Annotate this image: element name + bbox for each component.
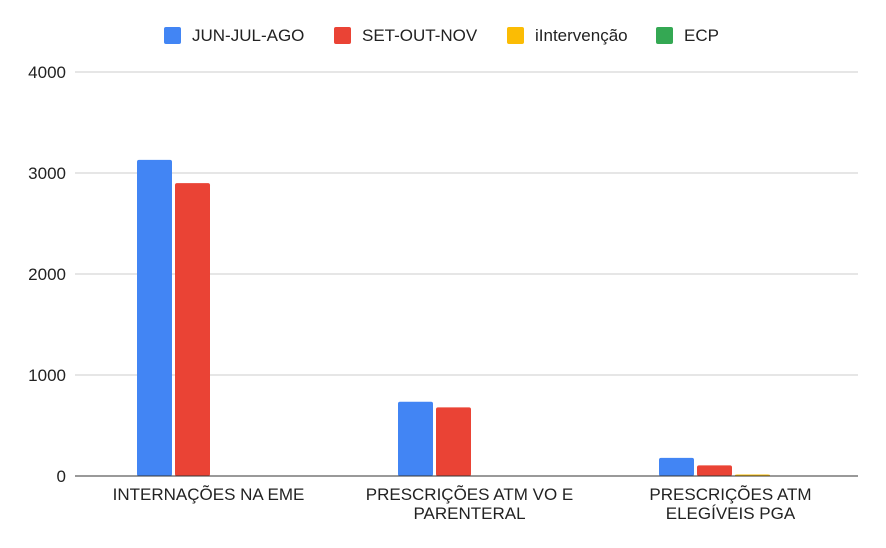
legend-swatch	[507, 27, 524, 44]
x-category-label: PRESCRIÇÕES ATM	[649, 485, 811, 504]
bar	[137, 159, 172, 476]
legend-item: ECP	[656, 26, 719, 45]
bars	[137, 159, 770, 476]
x-category-label: ELEGÍVEIS PGA	[666, 504, 796, 523]
x-category-label: PARENTERAL	[413, 504, 525, 523]
bar	[436, 407, 471, 476]
y-tick-label: 2000	[28, 265, 66, 284]
bar	[697, 465, 732, 476]
y-axis: 0 1000 2000 3000 4000	[28, 63, 66, 486]
legend-label: iIntervenção	[535, 26, 628, 45]
legend-swatch	[334, 27, 351, 44]
y-tick-label: 4000	[28, 63, 66, 82]
legend-item: SET-OUT-NOV	[334, 26, 478, 45]
legend: JUN-JUL-AGO SET-OUT-NOV iIntervenção ECP	[164, 26, 719, 45]
x-category-label: PRESCRIÇÕES ATM VO E	[366, 485, 574, 504]
legend-label: JUN-JUL-AGO	[192, 26, 304, 45]
legend-label: ECP	[684, 26, 719, 45]
x-category-label: INTERNAÇÕES NA EME	[113, 485, 305, 504]
legend-item: iIntervenção	[507, 26, 628, 45]
legend-swatch	[656, 27, 673, 44]
x-axis: INTERNAÇÕES NA EME PRESCRIÇÕES ATM VO EPA…	[75, 475, 858, 523]
y-tick-label: 1000	[28, 366, 66, 385]
legend-swatch	[164, 27, 181, 44]
legend-label: SET-OUT-NOV	[362, 26, 478, 45]
y-tick-label: 3000	[28, 164, 66, 183]
bar	[398, 401, 433, 476]
y-tick-label: 0	[57, 467, 66, 486]
bar	[175, 183, 210, 476]
legend-item: JUN-JUL-AGO	[164, 26, 304, 45]
bar	[659, 457, 694, 476]
